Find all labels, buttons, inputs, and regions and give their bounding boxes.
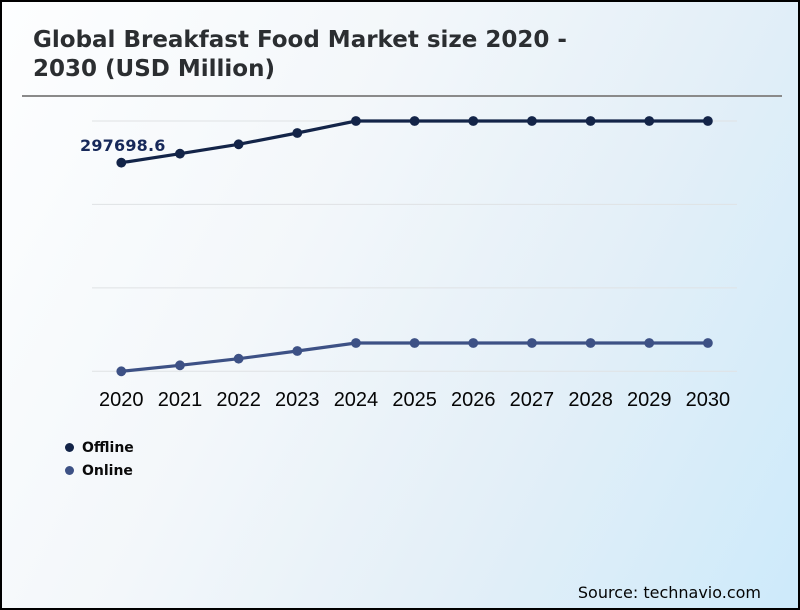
legend-label-offline: Offline — [82, 439, 134, 456]
offline-data-point — [468, 116, 479, 126]
online-data-point — [233, 353, 244, 364]
online-data-point — [468, 338, 479, 348]
x-axis-label: 2027 — [509, 389, 555, 411]
offline-data-point — [703, 116, 713, 126]
offline-data-point — [409, 116, 420, 126]
online-data-point — [703, 338, 713, 348]
online-data-point — [116, 366, 127, 377]
x-axis-label: 2020 — [99, 389, 144, 411]
x-axis-label: 2023 — [275, 389, 320, 411]
x-axis-label: 2022 — [216, 389, 261, 411]
online-data-point — [644, 338, 655, 348]
offline-data-point — [292, 128, 303, 138]
x-axis-label: 2024 — [333, 389, 379, 411]
online-data-point — [175, 360, 185, 371]
source-attribution: Source: technavio.com — [577, 583, 761, 602]
x-axis-label: 2030 — [685, 389, 731, 411]
online-data-point — [351, 338, 361, 348]
data-label-offline-2020: 297698.6 — [80, 136, 166, 155]
legend-label-online: Online — [82, 462, 133, 479]
chart-title: Global Breakfast Food Market size 2020 -… — [33, 26, 567, 84]
legend-item-offline: Offline — [65, 436, 134, 459]
offline-data-point — [116, 157, 127, 168]
offline-data-point — [585, 116, 596, 126]
offline-data-point — [175, 148, 185, 159]
x-axis-label: 2026 — [451, 389, 496, 411]
offline-series-line — [121, 119, 708, 165]
online-data-point — [585, 338, 596, 348]
offline-series-dot-icon — [65, 443, 74, 452]
x-axis-label: 2029 — [626, 389, 672, 411]
offline-data-point — [644, 116, 655, 126]
x-axis-label: 2025 — [392, 389, 437, 411]
title-divider — [22, 95, 782, 97]
chart-title-line-1: Global Breakfast Food Market size 2020 - — [33, 27, 567, 53]
online-series-dot-icon — [65, 466, 74, 475]
chart-title-line-2: 2030 (USD Million) — [33, 56, 275, 82]
offline-data-point — [527, 116, 537, 126]
online-series-line — [121, 341, 708, 373]
online-data-point — [292, 346, 303, 356]
online-data-point — [409, 338, 420, 348]
x-axis-label: 2028 — [568, 389, 613, 411]
legend-item-online: Online — [65, 459, 134, 482]
offline-data-point — [233, 139, 244, 150]
legend: Offline Online — [65, 436, 134, 482]
offline-data-point — [351, 116, 361, 126]
x-axis-label: 2021 — [157, 389, 203, 411]
online-data-point — [527, 338, 537, 348]
